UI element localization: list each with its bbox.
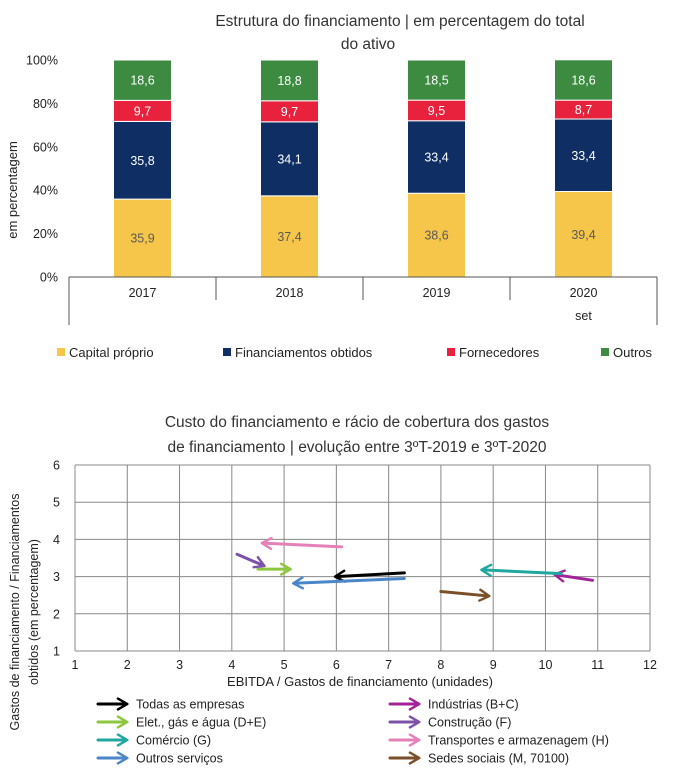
scatter-x-tick-label: 12 (643, 658, 657, 672)
scatter-x-tick-label: 4 (228, 658, 235, 672)
legend-swatch (601, 348, 609, 356)
bar-category-label: 2020 (570, 286, 598, 300)
bar-y-tick-label: 0% (40, 271, 58, 285)
stacked-bar-chart: Estrutura do financiamento | em percenta… (5, 13, 658, 360)
legend-label: Todas as empresas (136, 698, 244, 712)
bar-x-axis: 2017 2018 2019 2020 set (68, 276, 658, 325)
scatter-chart-title-line-1: Custo do financiamento e rácio de cobert… (165, 414, 550, 431)
bar-chart-title-line-2: do ativo (341, 36, 395, 53)
bar-data-label: 33,4 (424, 150, 448, 164)
bar-segment (113, 59, 172, 101)
scatter-arrow (235, 552, 266, 569)
scatter-arrow (333, 569, 406, 583)
arrow-scatter-chart: Custo do financiamento e rácio de cobert… (8, 414, 657, 766)
scatter-y-tick-label: 1 (53, 645, 60, 659)
legend-label: Fornecedores (459, 345, 540, 360)
legend-swatch (57, 348, 65, 356)
legend-label: Capital próprio (69, 345, 154, 360)
bar-y-tick-label: 20% (33, 227, 58, 241)
bar-data-label: 35,9 (130, 232, 154, 246)
bar-plot-area: 35,9 35,8 9,7 18,6 37,4 34,1 9,7 18,8 38,6 33,4 9,… (113, 59, 613, 278)
bar-data-label: 18,5 (424, 74, 448, 88)
scatter-arrow (439, 588, 491, 602)
bar-data-label: 37,4 (277, 230, 301, 244)
scatter-chart-legend: Todas as empresas Indústrias (B+C) Elet., … (96, 697, 609, 766)
bar-segment (407, 192, 466, 278)
legend-label: Sedes sociais (M, 70100) (428, 752, 569, 766)
bar-y-tick-labels: 0% 20% 40% 60% 80% 100% (26, 54, 58, 285)
bar-data-label: 8,7 (575, 103, 592, 117)
bar-y-tick-label: 40% (33, 184, 58, 198)
legend-label: Financiamentos obtidos (235, 345, 373, 360)
legend-label: Indústrias (B+C) (428, 698, 519, 712)
scatter-y-tick-label: 6 (53, 459, 60, 473)
scatter-chart-title-line-2: de financiamento | evolução entre 3ºT-20… (168, 439, 547, 456)
bar-segment (554, 59, 613, 101)
scatter-y-tick-label: 3 (53, 570, 60, 584)
bar-category-label: 2017 (129, 286, 157, 300)
bar-data-label: 9,7 (134, 104, 151, 118)
bar-data-label: 35,8 (130, 154, 154, 168)
scatter-y-axis-label-line-1: Gastos de financiamento / Financiamentos (8, 494, 22, 731)
bar-segment (407, 120, 466, 194)
bar-category-label: 2019 (423, 286, 451, 300)
scatter-x-tick-label: 8 (437, 658, 444, 672)
bar-data-label: 9,5 (428, 104, 445, 118)
scatter-x-tick-label: 3 (176, 658, 183, 672)
bar-y-tick-label: 80% (33, 97, 58, 111)
scatter-x-tick-label: 11 (591, 658, 604, 672)
scatter-grid (74, 464, 651, 652)
bar-data-label: 33,4 (571, 149, 595, 163)
scatter-x-tick-label: 10 (539, 658, 553, 672)
legend-label: Outros (613, 345, 653, 360)
legend-label: Construção (F) (428, 716, 511, 730)
bar-data-label: 39,4 (571, 228, 595, 242)
legend-label: Comércio (G) (136, 734, 211, 748)
bar-data-label: 18,6 (571, 73, 595, 87)
bar-segment (260, 121, 319, 197)
scatter-arrow (291, 576, 406, 590)
legend-swatch (223, 348, 231, 356)
scatter-x-tick-label: 7 (385, 658, 392, 672)
bar-chart-y-axis-label: em percentagem (5, 141, 20, 239)
bar-segment (113, 120, 172, 200)
legend-label: Outros serviços (136, 752, 223, 766)
bar-segment (554, 191, 613, 278)
scatter-x-tick-label: 2 (124, 658, 131, 672)
bar-data-label: 9,7 (281, 105, 298, 119)
scatter-y-axis-label-line-2: obtidos (em percentagem) (27, 539, 41, 685)
scatter-x-tick-label: 9 (490, 658, 497, 672)
legend-swatch (447, 348, 455, 356)
bar-chart-legend: Capital próprio Financiamentos obtidos For… (57, 345, 653, 360)
bar-segment (407, 59, 466, 101)
scatter-x-axis-label: EBITDA / Gastos de financiamento (unidad… (227, 674, 493, 689)
bar-chart-title-line-1: Estrutura do financiamento | em percenta… (215, 13, 584, 30)
bar-data-label: 34,1 (277, 152, 301, 166)
scatter-x-tick-label: 6 (333, 658, 340, 672)
bar-category-sublabel: set (575, 309, 592, 323)
bar-data-label: 18,6 (130, 74, 154, 88)
scatter-x-tick-label: 5 (281, 658, 288, 672)
bar-category-label: 2018 (276, 286, 304, 300)
scatter-arrow (553, 569, 594, 583)
scatter-arrow (480, 563, 563, 577)
bar-data-label: 38,6 (424, 229, 448, 243)
scatter-x-tick-label: 1 (72, 658, 79, 672)
bar-y-tick-label: 100% (26, 54, 58, 68)
bar-segment (113, 198, 172, 278)
legend-label: Elet., gás e água (D+E) (136, 716, 266, 730)
scatter-arrow (260, 536, 344, 551)
scatter-y-tick-label: 5 (53, 496, 60, 510)
scatter-y-tick-label: 4 (53, 533, 60, 547)
bar-y-tick-label: 60% (33, 140, 58, 154)
scatter-y-tick-label: 2 (53, 607, 60, 621)
legend-label: Transportes e armazenagem (H) (428, 734, 609, 748)
scatter-arrows (235, 536, 594, 602)
bar-data-label: 18,8 (277, 74, 301, 88)
bar-segment (260, 59, 319, 102)
